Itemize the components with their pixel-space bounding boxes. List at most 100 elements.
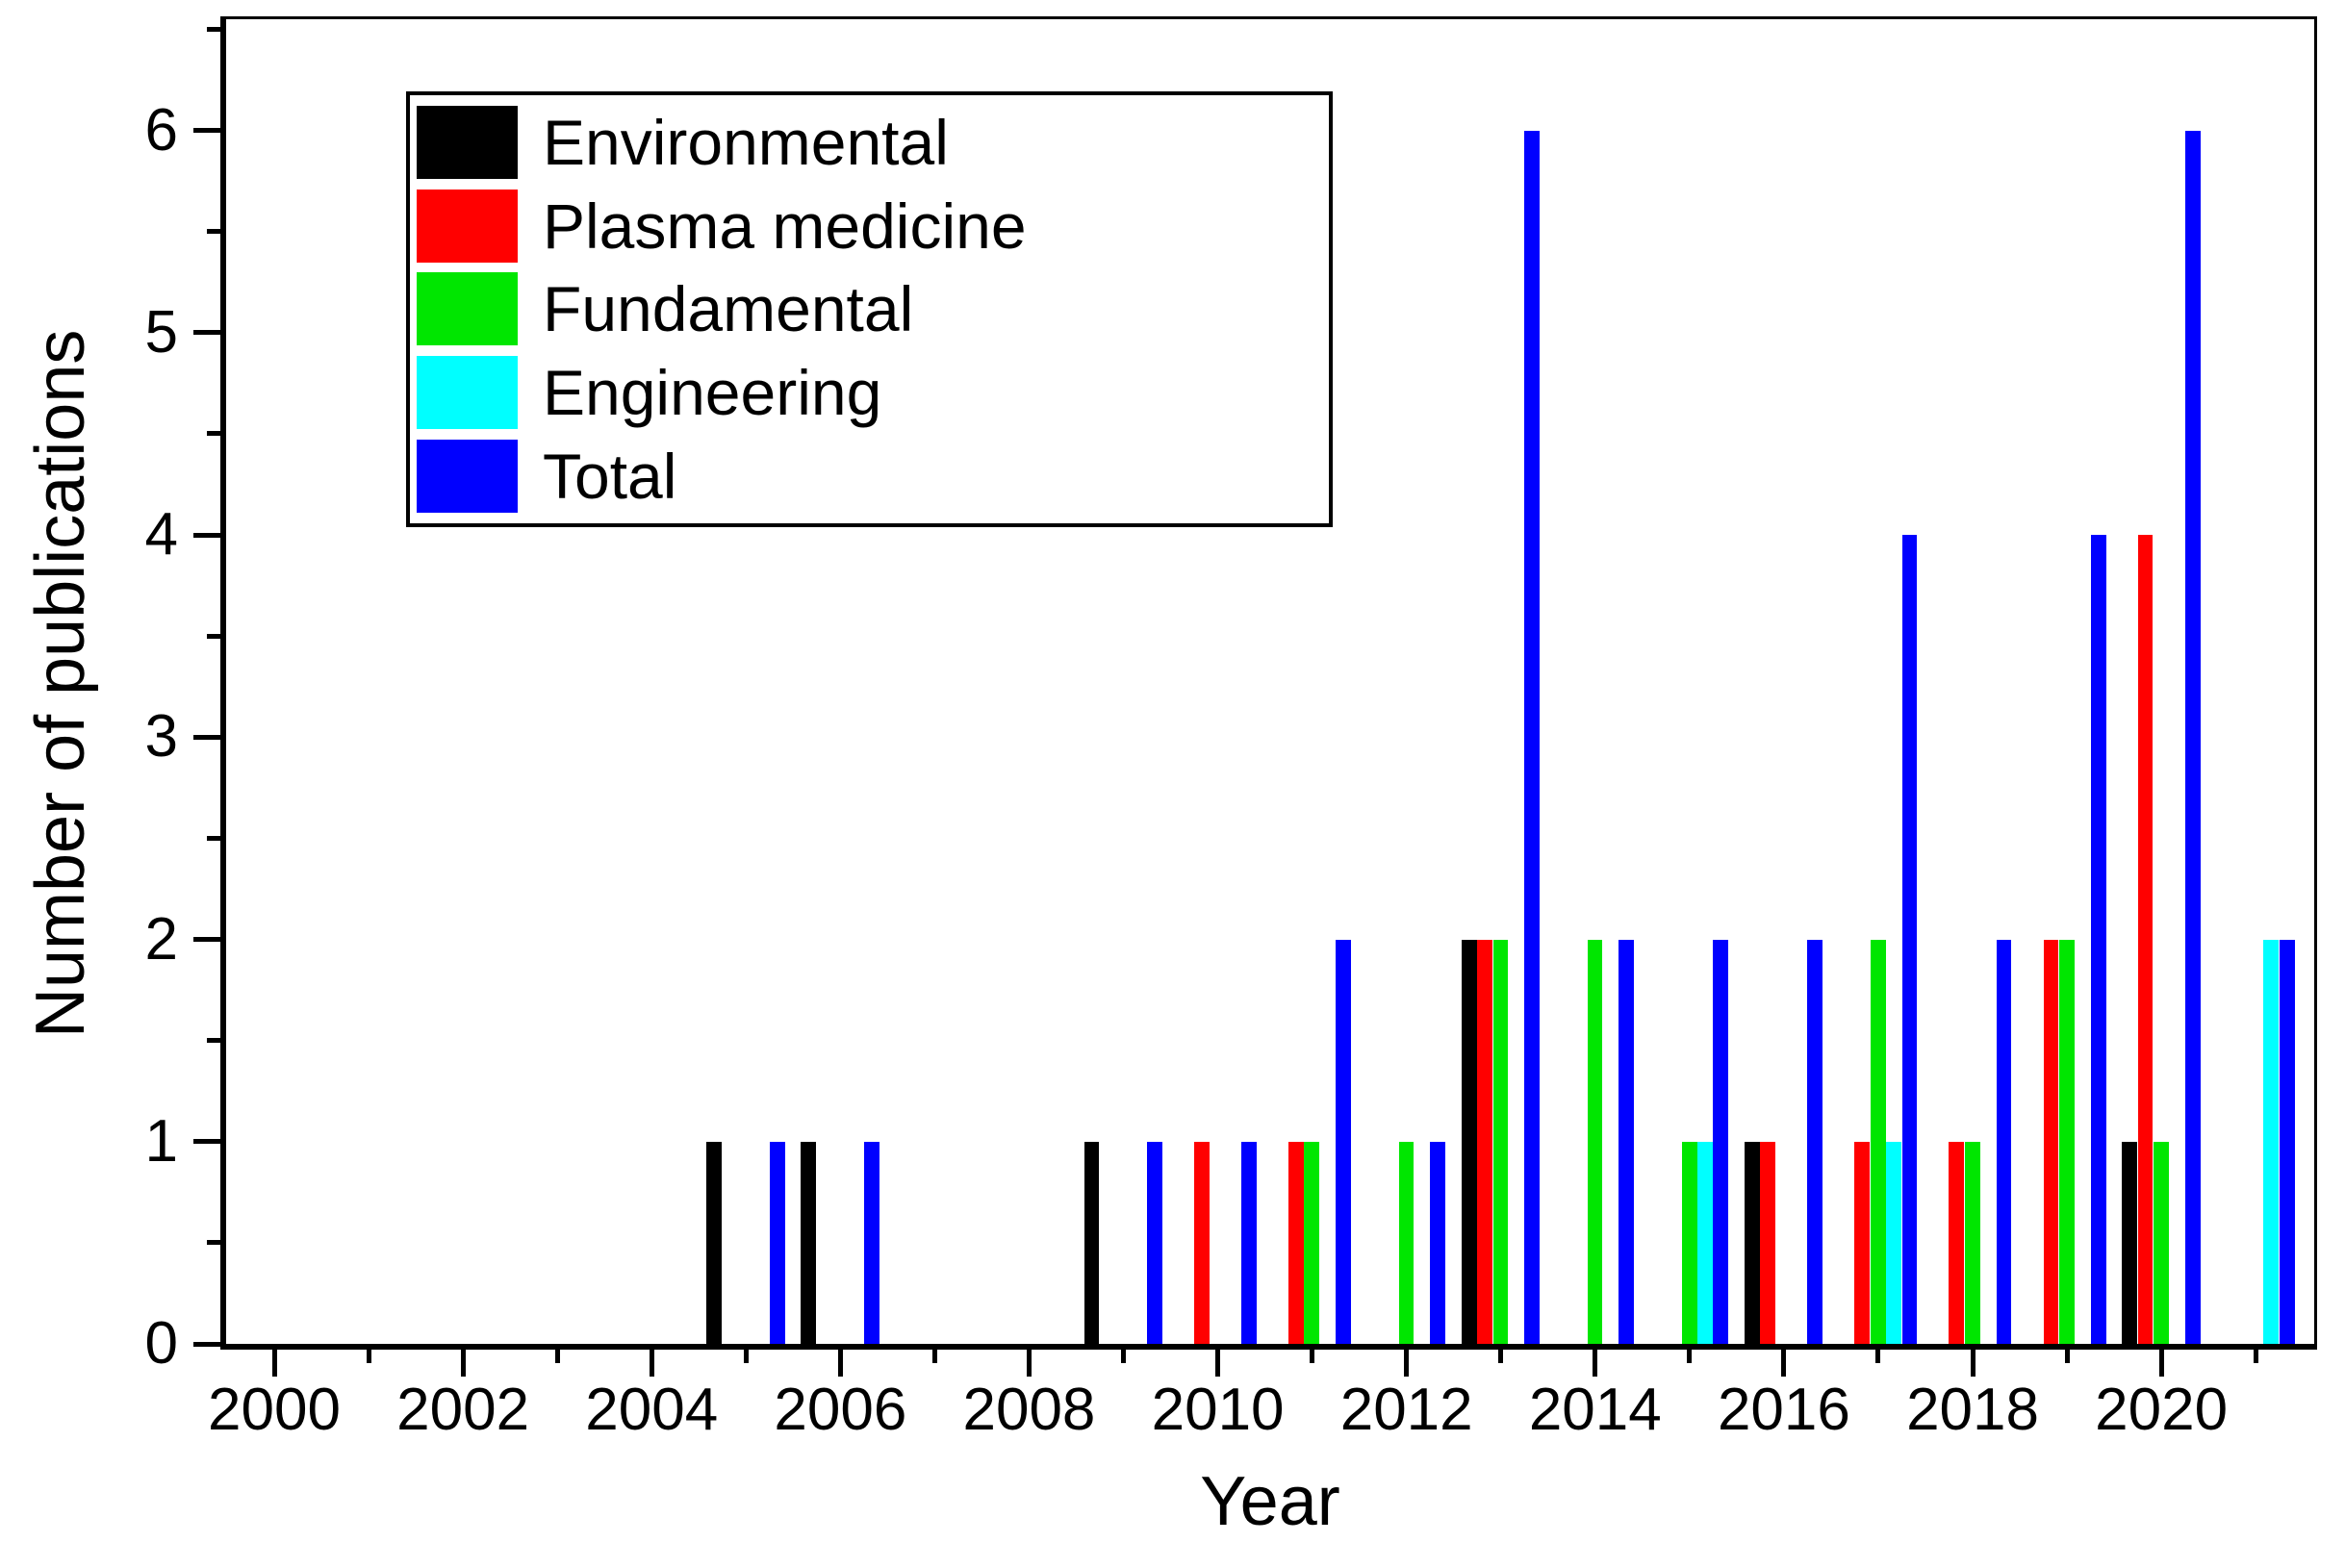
bar-total-2017 — [1901, 535, 1918, 1344]
legend-item-plasma-medicine: Plasma medicine — [410, 189, 1329, 263]
bar-total-2010 — [1241, 1141, 1258, 1344]
bar-engineering-2021 — [2263, 939, 2280, 1344]
y-major-tick — [193, 734, 220, 740]
x-minor-tick — [2253, 1350, 2258, 1363]
x-tick-label: 2002 — [396, 1377, 530, 1443]
bar-engineering-2017 — [1886, 1141, 1902, 1344]
x-tick-label: 2010 — [1151, 1377, 1285, 1443]
x-tick-label: 2006 — [774, 1377, 907, 1443]
y-tick-label: 4 — [144, 501, 178, 569]
y-tick-label: 6 — [144, 96, 178, 164]
x-major-tick — [649, 1350, 654, 1377]
legend-item-environmental: Environmental — [410, 105, 1329, 179]
x-minor-tick — [1310, 1350, 1315, 1363]
legend-item-fundamental: Fundamental — [410, 272, 1329, 346]
x-major-tick — [1026, 1350, 1032, 1377]
bar-total-2019 — [2090, 535, 2106, 1344]
bar-plasma-medicine-2017 — [1854, 1141, 1871, 1344]
x-minor-tick — [366, 1350, 371, 1363]
y-minor-tick — [207, 1240, 220, 1246]
x-tick-label: 2014 — [1528, 1377, 1662, 1443]
bar-environmental-2009 — [1083, 1141, 1100, 1344]
bar-fundamental-2020 — [2153, 1141, 2169, 1344]
y-minor-tick — [207, 27, 220, 32]
legend-swatch-fundamental — [417, 272, 518, 346]
bar-plasma-medicine-2019 — [2043, 939, 2059, 1344]
y-major-tick — [193, 1139, 220, 1145]
x-tick-label: 2012 — [1339, 1377, 1473, 1443]
bar-environmental-2020 — [2122, 1141, 2138, 1344]
x-tick-label: 2008 — [962, 1377, 1096, 1443]
x-tick-label: 2004 — [585, 1377, 719, 1443]
legend-label: Environmental — [543, 106, 949, 178]
plot-top-border — [220, 16, 2317, 19]
bar-fundamental-2014 — [1587, 939, 1603, 1344]
x-major-tick — [1970, 1350, 1975, 1377]
x-minor-tick — [743, 1350, 749, 1363]
x-minor-tick — [2064, 1350, 2070, 1363]
bar-plasma-medicine-2016 — [1760, 1141, 1776, 1344]
bar-fundamental-2019 — [2058, 939, 2075, 1344]
bar-fundamental-2011 — [1304, 1141, 1320, 1344]
legend-item-total: Total — [410, 440, 1329, 514]
bar-fundamental-2013 — [1492, 939, 1509, 1344]
x-major-tick — [1593, 1350, 1598, 1377]
legend-label: Total — [543, 441, 677, 513]
y-tick-label: 0 — [144, 1310, 178, 1377]
y-minor-tick — [207, 633, 220, 639]
bar-total-2014 — [1619, 939, 1635, 1344]
y-major-tick — [193, 128, 220, 134]
bar-fundamental-2015 — [1681, 1141, 1697, 1344]
bar-environmental-2005 — [706, 1141, 723, 1344]
legend-swatch-environmental — [417, 105, 518, 179]
bar-fundamental-2017 — [1870, 939, 1886, 1344]
bar-engineering-2015 — [1697, 1141, 1713, 1344]
y-major-tick — [193, 330, 220, 336]
x-minor-tick — [1121, 1350, 1127, 1363]
bar-total-2016 — [1807, 939, 1823, 1344]
y-axis-line — [220, 19, 226, 1350]
bar-total-2015 — [1713, 939, 1729, 1344]
bar-total-2011 — [1336, 939, 1352, 1344]
x-major-tick — [2158, 1350, 2164, 1377]
bar-environmental-2016 — [1744, 1141, 1760, 1344]
y-major-tick — [193, 1341, 220, 1347]
bar-plasma-medicine-2018 — [1949, 1141, 1965, 1344]
x-major-tick — [271, 1350, 277, 1377]
bar-total-2006 — [863, 1141, 879, 1344]
x-tick-label: 2000 — [208, 1377, 341, 1443]
plot-right-border — [2314, 19, 2317, 1350]
x-tick-label: 2020 — [2095, 1377, 2229, 1443]
bar-total-2013 — [1524, 130, 1541, 1344]
legend-label: Fundamental — [543, 273, 914, 345]
x-tick-label: 2016 — [1717, 1377, 1850, 1443]
x-minor-tick — [1687, 1350, 1693, 1363]
y-minor-tick — [207, 431, 220, 437]
x-tick-label: 2018 — [1906, 1377, 2039, 1443]
x-major-tick — [1215, 1350, 1221, 1377]
y-minor-tick — [207, 229, 220, 235]
x-axis-line — [220, 1344, 2317, 1350]
x-minor-tick — [554, 1350, 560, 1363]
legend-item-engineering: Engineering — [410, 356, 1329, 430]
y-major-tick — [193, 937, 220, 943]
bar-environmental-2006 — [801, 1141, 817, 1344]
legend: Environmental Plasma medicine Fundamental E… — [406, 91, 1333, 527]
bar-total-2020 — [2184, 130, 2201, 1344]
legend-swatch-engineering — [417, 356, 518, 430]
y-tick-label: 2 — [144, 905, 178, 973]
legend-label: Plasma medicine — [543, 190, 1027, 262]
y-tick-label: 1 — [144, 1107, 178, 1175]
x-major-tick — [837, 1350, 843, 1377]
bar-plasma-medicine-2013 — [1477, 939, 1493, 1344]
bar-total-2009 — [1147, 1141, 1162, 1344]
x-major-tick — [460, 1350, 466, 1377]
bar-environmental-2013 — [1461, 939, 1477, 1344]
x-minor-tick — [1875, 1350, 1881, 1363]
bar-total-2012 — [1430, 1141, 1446, 1344]
y-tick-label: 3 — [144, 703, 178, 771]
x-minor-tick — [931, 1350, 937, 1363]
x-major-tick — [1781, 1350, 1787, 1377]
bar-plasma-medicine-2010 — [1194, 1141, 1210, 1344]
